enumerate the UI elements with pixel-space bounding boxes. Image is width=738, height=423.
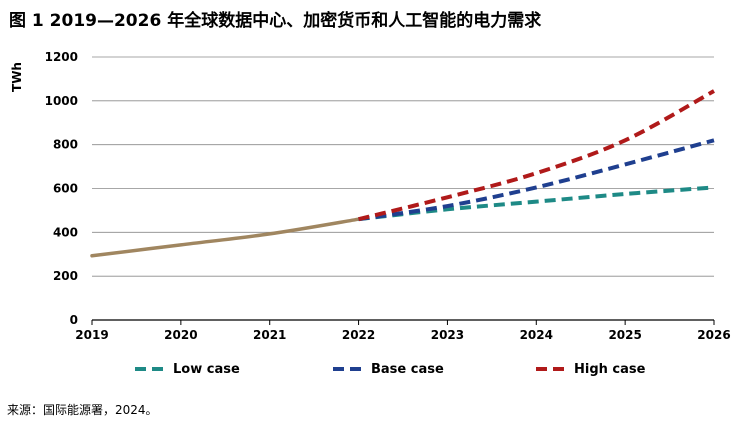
x-tick-label-2020: 2020 (164, 328, 197, 342)
chart-title: 图 1 2019—2026 年全球数据中心、加密货币和人工智能的电力需求 (9, 11, 542, 31)
series-lines (90, 89, 715, 258)
legend: Low case Base case High case (135, 362, 646, 377)
y-tick-label-400: 400 (53, 225, 78, 239)
y-tick-label-800: 800 (53, 138, 78, 152)
x-axis-ticks: 2019 2020 2021 2022 2023 2024 2025 2026 (75, 320, 731, 342)
y-tick-label-1200: 1200 (45, 50, 78, 64)
y-axis-label: TWh (10, 62, 24, 92)
legend-label-base-case: Base case (371, 362, 444, 377)
y-tick-label-1000: 1000 (45, 94, 78, 108)
x-tick-label-2026: 2026 (697, 328, 730, 342)
x-tick-label-2019: 2019 (75, 328, 108, 342)
x-tick-label-2025: 2025 (608, 328, 641, 342)
x-tick-label-2021: 2021 (253, 328, 286, 342)
legend-label-high-case: High case (574, 362, 646, 377)
y-tick-label-600: 600 (53, 182, 78, 196)
y-tick-label-200: 200 (53, 269, 78, 283)
y-tick-label-0: 0 (70, 313, 78, 327)
source-note: 来源：国际能源署，2024。 (7, 403, 158, 417)
legend-label-low-case: Low case (173, 362, 240, 377)
series-low-case-line (358, 185, 715, 222)
x-tick-label-2024: 2024 (520, 328, 553, 342)
series-base-case-line (358, 138, 715, 222)
series-historical-line (90, 217, 361, 258)
y-axis-ticks: 0 200 400 600 800 1000 1200 (45, 50, 78, 327)
x-tick-label-2023: 2023 (431, 328, 464, 342)
x-tick-label-2022: 2022 (342, 328, 375, 342)
gridlines (92, 56, 714, 321)
